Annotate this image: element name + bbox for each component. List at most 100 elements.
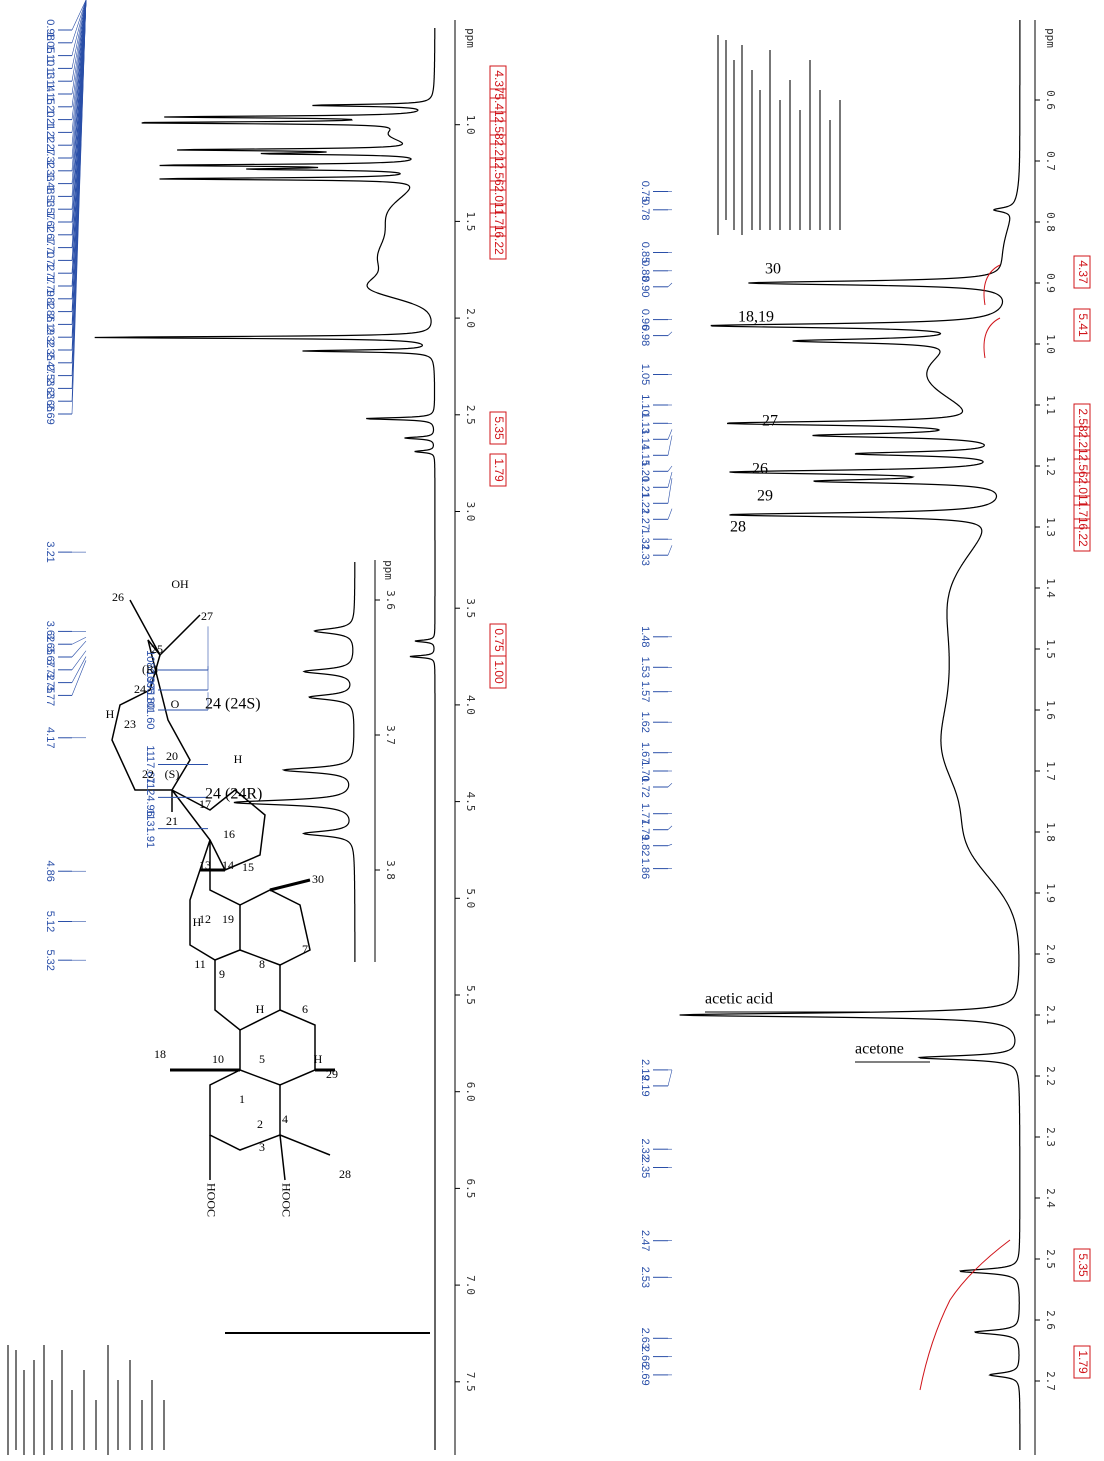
peak-label: 1.33: [44, 160, 56, 181]
tick-label: 0.6: [1044, 90, 1057, 110]
peak-leader: [667, 508, 673, 520]
peak-label: 3.77: [44, 685, 56, 706]
atom-label: (R): [142, 662, 158, 676]
integral-curve: [983, 264, 1001, 306]
peak-label: 3.65: [44, 633, 56, 654]
peak-label: 2.32: [639, 1138, 651, 1159]
annotation: 26: [752, 461, 768, 478]
atom-label: O: [171, 697, 180, 711]
integral-value: 4.37: [492, 70, 506, 94]
integral-box: [489, 655, 507, 689]
peak-label: 1086.97: [144, 650, 156, 690]
atom-label: 17: [199, 797, 211, 811]
atom-label: 15: [242, 860, 254, 874]
peak-label: 1.14: [639, 429, 651, 450]
integral-value: 1.71: [1076, 500, 1090, 524]
peak-leader: [667, 465, 673, 472]
peak-label: 1.10: [44, 45, 56, 66]
peak-label: 5.12: [44, 911, 56, 932]
peak-label: 1.72: [44, 250, 56, 271]
integral-value: 6.22: [1076, 523, 1090, 547]
atom-label: 9: [219, 967, 225, 981]
peak-label: 0.96: [639, 309, 651, 330]
peak-label: 2.47: [639, 1230, 651, 1251]
peak-leader: [667, 282, 673, 288]
peak-leader: [667, 472, 673, 488]
annotation: 27: [762, 413, 778, 430]
atom-label: 11: [194, 957, 206, 971]
peak-label: 1.62: [44, 211, 56, 232]
atom-label: 7: [302, 942, 308, 956]
tick-label: 2.2: [1044, 1066, 1057, 1086]
peak-label: 0.75: [639, 181, 651, 202]
annotation: 29: [757, 488, 773, 505]
peak-label: 1.22: [44, 122, 56, 143]
atom-label: (S): [165, 767, 180, 781]
peak-label: 1.72: [639, 776, 651, 797]
integral-box: [1073, 495, 1091, 529]
peak-label: 1.27: [639, 509, 651, 530]
integral-value: 6.22: [492, 231, 506, 255]
peak-leader: [71, 0, 87, 82]
peak-label: 1.86: [639, 858, 651, 879]
peak-label: 1.70: [44, 237, 56, 258]
peak-label: 1.57: [639, 681, 651, 702]
atom-label: 21: [166, 814, 178, 828]
tick-label: 7.5: [464, 1372, 477, 1392]
atom-label: 18: [154, 1047, 166, 1061]
integral-value: 2.58: [1076, 408, 1090, 432]
peak-leader: [71, 650, 87, 670]
peak-leader: [667, 1069, 673, 1086]
peak-label: 1117.67: [144, 745, 156, 783]
tick-label: 5.5: [464, 985, 477, 1005]
parameter-table: [7, 1345, 165, 1455]
parameter-table: [717, 35, 841, 235]
tick-label: 2.7: [1044, 1371, 1057, 1391]
peak-label: 2.35: [44, 339, 56, 360]
peak-label: 2.66: [44, 390, 56, 411]
tick-label: 0.9: [1044, 273, 1057, 293]
peak-label: 1.86: [44, 301, 56, 322]
atom-label: 23: [124, 717, 136, 731]
tick-label: 2.0: [1044, 944, 1057, 964]
integral-box: [1073, 426, 1091, 460]
peak-label: 2.69: [44, 403, 56, 424]
peak-label: 1.05: [639, 364, 651, 385]
integral-box: [489, 203, 507, 237]
peak-label: 1.67: [639, 742, 651, 763]
peak-label: 2.32: [44, 326, 56, 347]
integral-value: 1.71: [492, 208, 506, 232]
peak-leader: [667, 843, 673, 846]
peak-leader: [71, 0, 87, 415]
integral-box: [489, 180, 507, 214]
peak-label: 1.21: [639, 477, 651, 498]
integral-box: [489, 65, 507, 99]
axis-unit: ppm: [382, 560, 395, 580]
atom-label: H: [256, 1002, 265, 1016]
peak-label: 4.17: [44, 727, 56, 748]
annotation: 18,19: [738, 309, 774, 326]
annotation: acetic acid: [705, 991, 773, 1008]
atom-label: 28: [339, 1167, 351, 1181]
atom-label: 10: [212, 1052, 224, 1066]
peak-leader: [667, 782, 673, 788]
integral-box: [489, 88, 507, 122]
peak-label: 0.85: [639, 242, 651, 263]
peak-label: 2.19: [639, 1075, 651, 1096]
peak-label: 3.21: [44, 541, 56, 562]
peak-leader: [71, 656, 87, 683]
peak-leader: [71, 0, 87, 43]
atom-label: H: [106, 707, 115, 721]
atom-label: 29: [326, 1067, 338, 1081]
tick-label: 1.1: [1044, 395, 1057, 415]
peak-label: 1.77: [639, 803, 651, 824]
peak-label: 0.78: [639, 199, 651, 220]
tick-label: 2.1: [1044, 1005, 1057, 1025]
peak-label: 2.63: [44, 378, 56, 399]
peak-label: 1.20: [639, 461, 651, 482]
integral-value: 2.01: [492, 185, 506, 209]
tick-label: 1.5: [464, 211, 477, 231]
spectrum: [679, 20, 1021, 1450]
tick-label: 1.0: [464, 115, 477, 135]
